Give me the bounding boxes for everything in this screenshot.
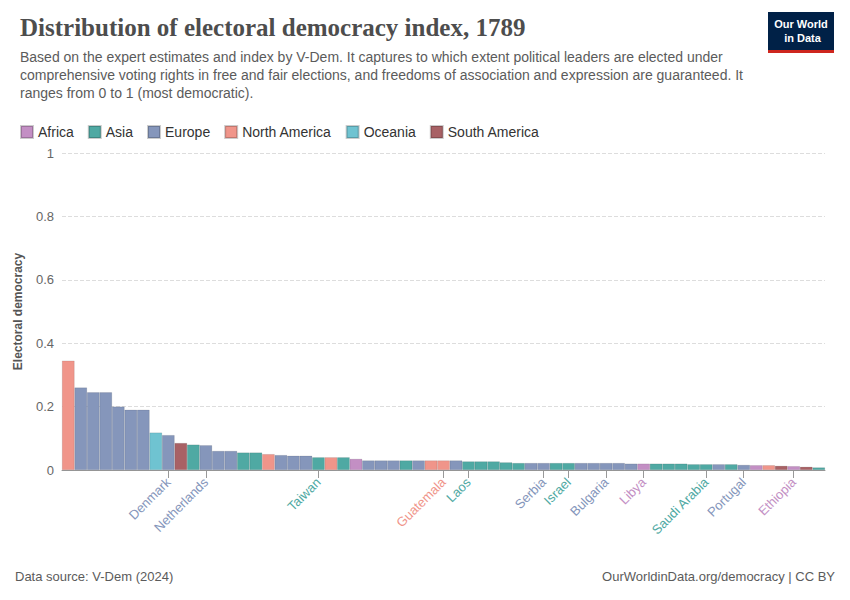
svg-text:Our World: Our World	[774, 18, 828, 30]
svg-text:Asia: Asia	[106, 124, 133, 140]
svg-text:0.8: 0.8	[36, 209, 54, 224]
svg-text:Saudi Arabia: Saudi Arabia	[649, 474, 712, 537]
svg-text:0: 0	[47, 463, 54, 478]
svg-text:Taiwan: Taiwan	[285, 475, 324, 514]
svg-text:0.2: 0.2	[36, 399, 54, 414]
svg-text:Oceania: Oceania	[364, 124, 416, 140]
svg-text:Electoral democracy: Electoral democracy	[11, 252, 25, 370]
svg-text:ranges from 0 to 1 (most democ: ranges from 0 to 1 (most democratic).	[20, 85, 253, 101]
svg-text:Netherlands: Netherlands	[151, 474, 211, 534]
svg-text:comprehensive voting rights in: comprehensive voting rights in free and …	[20, 67, 747, 83]
svg-text:Libya: Libya	[616, 474, 649, 507]
svg-text:0.6: 0.6	[36, 272, 54, 287]
svg-text:Europe: Europe	[165, 124, 210, 140]
svg-text:Data source: V-Dem (2024): Data source: V-Dem (2024)	[15, 569, 173, 584]
svg-text:Israel: Israel	[541, 475, 574, 508]
svg-text:OurWorldinData.org/democracy |: OurWorldinData.org/democracy | CC BY	[602, 569, 835, 584]
svg-text:North America: North America	[242, 124, 331, 140]
svg-text:Portugal: Portugal	[704, 475, 749, 520]
svg-text:Distribution of electoral demo: Distribution of electoral democracy inde…	[20, 14, 525, 41]
svg-text:in Data: in Data	[781, 32, 822, 44]
svg-text:Based on the expert estimates: Based on the expert estimates and index …	[20, 49, 727, 65]
svg-text:South America: South America	[448, 124, 539, 140]
svg-text:Africa: Africa	[38, 124, 74, 140]
svg-text:Bulgaria: Bulgaria	[567, 474, 612, 519]
svg-text:Denmark: Denmark	[125, 474, 174, 523]
svg-text:Ethiopia: Ethiopia	[755, 474, 799, 518]
svg-text:Guatemala: Guatemala	[393, 474, 449, 530]
svg-text:Laos: Laos	[443, 474, 474, 505]
svg-text:Serbia: Serbia	[511, 474, 549, 512]
svg-text:1: 1	[47, 146, 54, 161]
svg-text:0.4: 0.4	[36, 336, 54, 351]
